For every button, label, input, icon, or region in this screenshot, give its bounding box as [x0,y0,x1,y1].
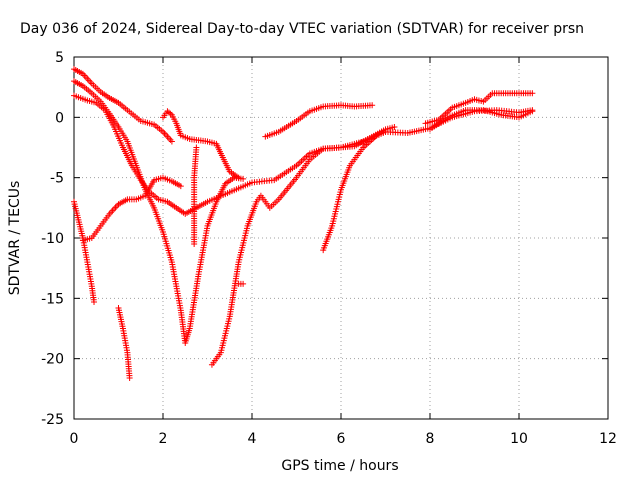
x-tick-label: 12 [599,431,617,447]
series-10 [235,280,247,287]
x-tick-label: 6 [337,431,346,447]
data-point [240,280,247,287]
series-1 [71,66,175,145]
series-14 [427,107,536,133]
series-7 [160,108,242,181]
data-point [167,110,174,117]
y-tick-label: -5 [50,171,64,187]
series-8 [191,144,200,248]
data-point [391,123,398,130]
data-point [168,138,175,145]
x-tick-label: 10 [510,431,528,447]
data-marks [71,66,536,381]
series-6 [115,304,133,381]
data-point [177,183,184,190]
data-point [529,108,536,115]
data-point [382,128,389,135]
series-11 [262,102,376,140]
axis-ticks: 0 2 4 6 8 10 12 5 0 -5 -10 -15 -20 -25 [41,50,617,447]
data-point [240,175,247,182]
x-tick-label: 8 [426,431,435,447]
data-point [529,90,536,97]
series-4 [71,198,98,305]
series-2 [71,78,247,346]
x-tick-label: 4 [248,431,257,447]
x-tick-label: 0 [70,431,79,447]
x-tick-label: 2 [159,431,168,447]
y-tick-label: -25 [41,412,64,428]
data-point [126,374,133,381]
y-axis-label: SDTVAR / TECUs [7,181,23,296]
y-tick-label: -10 [41,231,64,247]
y-tick-label: -15 [41,291,64,307]
data-point [235,174,242,181]
data-point [91,298,98,305]
y-tick-label: 5 [55,50,64,66]
y-tick-label: 0 [55,110,64,126]
y-tick-label: -20 [41,352,64,368]
data-point [191,241,198,248]
data-point [369,102,376,109]
chart-title: Day 036 of 2024, Sidereal Day-to-day VTE… [20,21,584,37]
series-12 [320,128,389,254]
x-axis-label: GPS time / hours [281,458,398,474]
series-5 [79,174,184,244]
